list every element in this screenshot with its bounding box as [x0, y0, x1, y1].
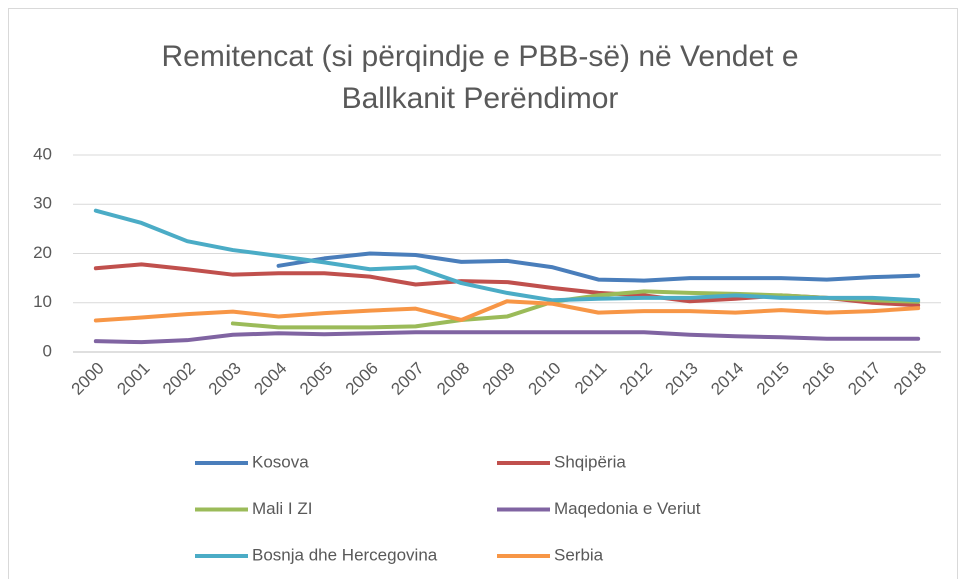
legend-label: Serbia — [554, 545, 604, 564]
y-tick-label: 40 — [33, 144, 52, 163]
y-tick-label: 20 — [33, 243, 52, 262]
chart-border — [8, 8, 958, 579]
legend-label: Kosova — [252, 452, 309, 471]
x-tick-label: 2014 — [707, 359, 747, 399]
legend-label: Maqedonia e Veriut — [554, 499, 701, 518]
x-tick-label: 2010 — [525, 359, 565, 399]
legend-label: Shqipëria — [554, 452, 626, 471]
x-tick-label: 2006 — [342, 359, 382, 399]
y-tick-label: 0 — [43, 341, 52, 360]
series-line — [276, 251, 921, 283]
x-tick-label: 2017 — [844, 359, 884, 399]
chart-title: Remitencat (si përqindje e PBB-së) në Ve… — [161, 40, 799, 115]
x-tick-label: 2005 — [296, 359, 336, 399]
x-tick-label: 2000 — [68, 359, 108, 399]
x-tick-label: 2002 — [159, 359, 199, 399]
series-line — [93, 208, 921, 303]
x-tick-label: 2016 — [799, 359, 839, 399]
x-tick-label: 2013 — [662, 359, 702, 399]
x-tick-label: 2009 — [479, 359, 519, 399]
legend-label: Bosnja dhe Hercegovina — [252, 545, 438, 564]
x-tick-label: 2008 — [433, 359, 473, 399]
x-tick-label: 2004 — [250, 359, 290, 399]
series-line — [93, 330, 921, 345]
x-tick-label: 2018 — [890, 359, 930, 399]
x-tick-label: 2007 — [387, 359, 427, 399]
x-tick-label: 2012 — [616, 359, 656, 399]
series-line — [93, 299, 921, 323]
x-tick-label: 2001 — [113, 359, 153, 399]
x-tick-label: 2003 — [205, 359, 245, 399]
x-tick-label: 2015 — [753, 359, 793, 399]
y-tick-label: 10 — [33, 292, 52, 311]
x-tick-label: 2011 — [571, 359, 610, 398]
y-tick-label: 30 — [33, 194, 52, 213]
legend-label: Mali I ZI — [252, 499, 312, 518]
